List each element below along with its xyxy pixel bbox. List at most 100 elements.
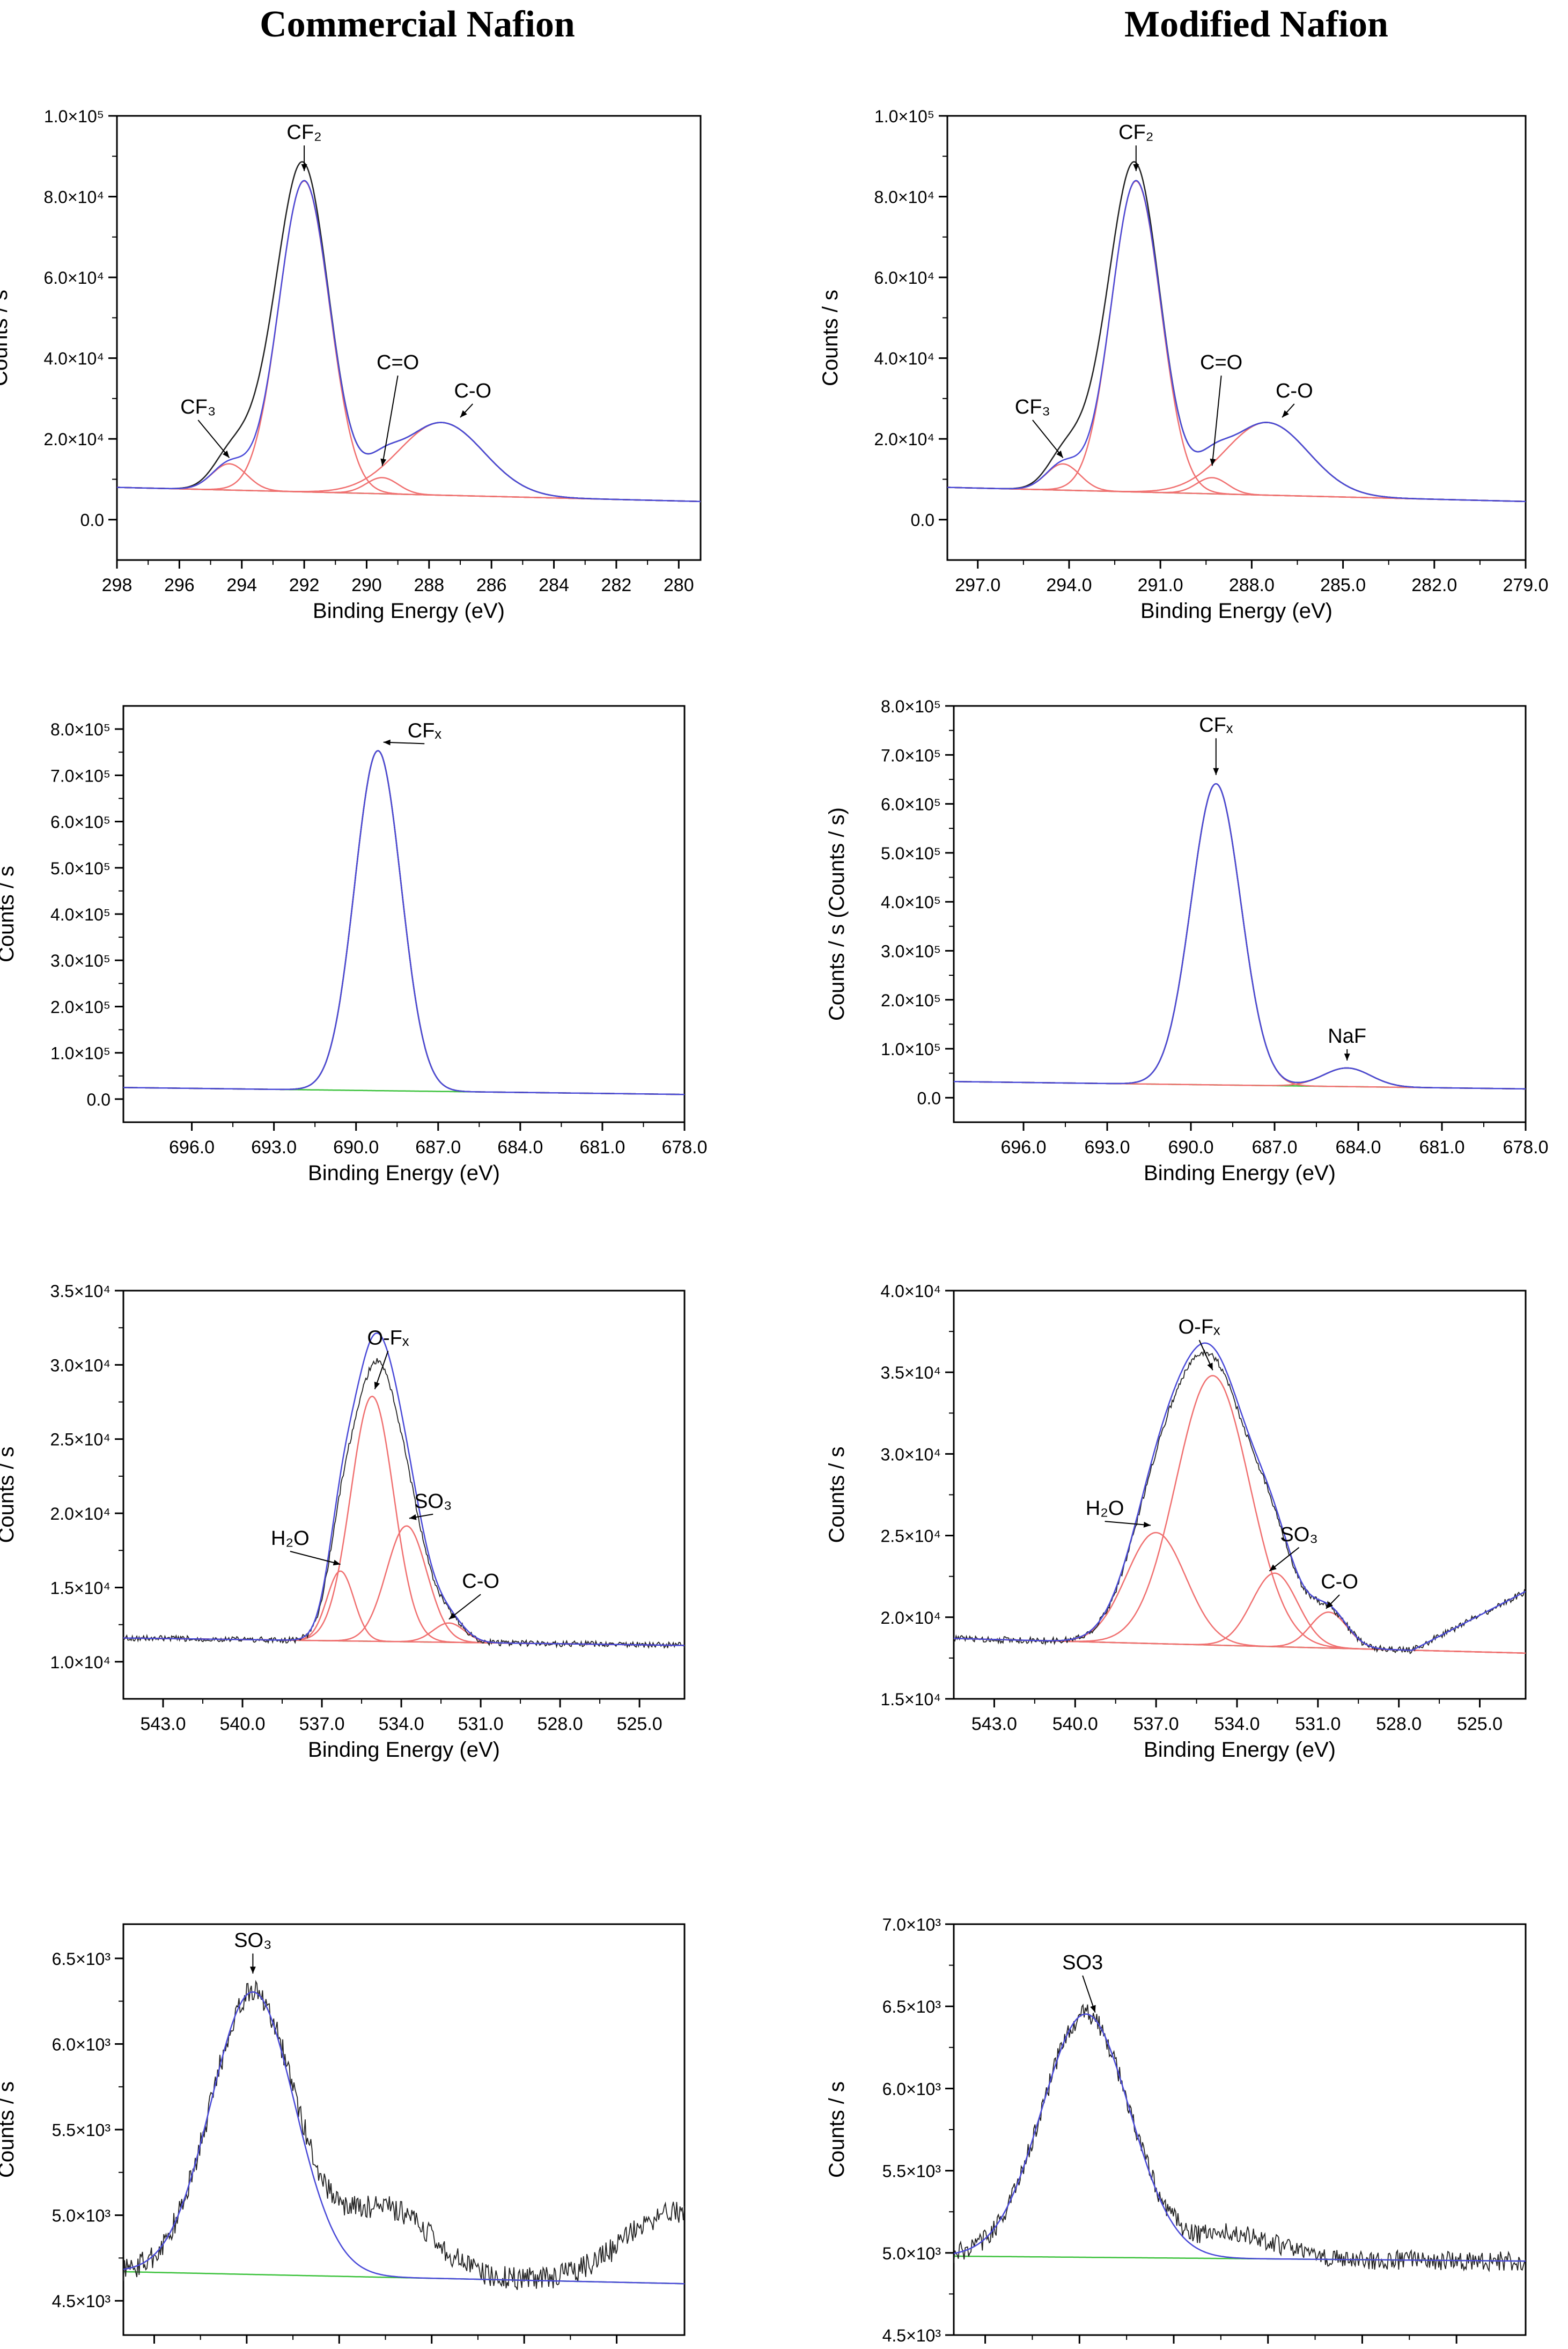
header-modified: Modified Nafion bbox=[1124, 4, 1388, 45]
annotation-arrowhead bbox=[380, 458, 387, 466]
component-peak bbox=[123, 1570, 684, 1646]
annotation-arrowhead bbox=[1282, 410, 1289, 418]
annotation-arrowhead bbox=[333, 1559, 341, 1566]
chart-c1s-modified: 297.0 294.0 291.0 288.0 285.0 282.0 279.0 0.0 2.… bbox=[819, 107, 1549, 623]
y-tick-label: 1.0×10⁵ bbox=[874, 107, 934, 126]
annotation-arrow bbox=[290, 1551, 341, 1565]
x-tick-label: 531.0 bbox=[1295, 1714, 1341, 1734]
x-tick-label: 525.0 bbox=[617, 1714, 662, 1734]
y-tick-label: 1.0×10⁵ bbox=[44, 107, 104, 126]
raw-data-line bbox=[117, 161, 701, 503]
envelope-line bbox=[954, 783, 1526, 1090]
y-tick-label: 5.0×10⁵ bbox=[50, 859, 111, 878]
x-tick-label: 288 bbox=[414, 575, 444, 595]
y-tick-label: 6.0×10³ bbox=[882, 2079, 941, 2098]
annotation-arrow bbox=[1032, 419, 1064, 458]
plot-frame bbox=[122, 1290, 686, 1700]
peak-label: C-O bbox=[454, 380, 491, 402]
plot-frame bbox=[953, 705, 1527, 1123]
x-tick-label: 693.0 bbox=[251, 1137, 297, 1158]
y-tick-label: 1.0×10⁴ bbox=[50, 1653, 111, 1672]
y-tick-label: 3.5×10⁴ bbox=[50, 1282, 111, 1301]
annotation-arrowhead bbox=[1090, 2005, 1096, 2013]
y-tick-label: 2.0×10⁵ bbox=[881, 991, 941, 1010]
peak-label: H₂O bbox=[1086, 1497, 1124, 1520]
annotation-arrowhead bbox=[448, 1612, 457, 1619]
x-tick-label: 693.0 bbox=[1084, 1137, 1130, 1158]
y-axis-label: Counts / s bbox=[0, 290, 12, 386]
peak-label: SO3 bbox=[1062, 1952, 1103, 1974]
annotation-arrow bbox=[1211, 375, 1222, 466]
x-axis-label: Binding Energy (eV) bbox=[1140, 599, 1333, 623]
envelope-line bbox=[117, 180, 701, 503]
y-tick-label: 4.0×10⁴ bbox=[43, 349, 104, 369]
peak-label: SO₃ bbox=[234, 1930, 271, 1952]
y-tick-label: 3.0×10⁵ bbox=[881, 941, 941, 961]
y-tick-label: 5.0×10³ bbox=[882, 2244, 941, 2263]
y-tick-label: 7.0×10³ bbox=[882, 1915, 941, 1934]
header-commercial: Commercial Nafion bbox=[260, 4, 575, 45]
y-tick-label: 6.5×10³ bbox=[882, 1997, 941, 2016]
x-tick-label: 298 bbox=[102, 575, 132, 595]
x-tick-label: 534.0 bbox=[1214, 1714, 1260, 1734]
peak-label: CF₂ bbox=[286, 121, 321, 144]
y-axis-label: Counts / s bbox=[825, 2081, 849, 2178]
y-axis-label: Counts / s bbox=[0, 866, 18, 962]
y-tick-label: 1.5×10⁴ bbox=[50, 1578, 111, 1597]
y-tick-label: 4.0×10⁵ bbox=[50, 905, 111, 924]
y-tick-label: 4.0×10⁴ bbox=[880, 1282, 941, 1301]
envelope-line bbox=[954, 2013, 1526, 2262]
x-tick-label: 678.0 bbox=[1503, 1137, 1548, 1158]
component-peak bbox=[954, 1611, 1526, 1654]
x-tick-label: 684.0 bbox=[497, 1137, 543, 1158]
y-tick-label: 1.5×10⁴ bbox=[880, 1690, 941, 1709]
chart-c1s-commercial: 298 296 294 292 290 288 286 284 282 280 0.0 2.0×10⁴… bbox=[0, 107, 702, 623]
x-tick-label: 696.0 bbox=[1000, 1137, 1046, 1158]
x-tick-label: 531.0 bbox=[458, 1714, 504, 1734]
y-tick-label: 4.0×10⁴ bbox=[874, 349, 934, 369]
annotation-arrowhead bbox=[1207, 1363, 1213, 1371]
y-tick-label: 8.0×10⁵ bbox=[881, 697, 941, 716]
x-tick-label: 543.0 bbox=[140, 1714, 186, 1734]
y-tick-label: 5.5×10³ bbox=[52, 2120, 111, 2140]
peak-label: SO₃ bbox=[414, 1490, 452, 1513]
peak-label: CF₂ bbox=[1118, 121, 1153, 144]
annotation-arrow bbox=[1105, 1521, 1151, 1526]
x-axis-label: Binding Energy (eV) bbox=[308, 1161, 500, 1185]
raw-data-line bbox=[947, 161, 1526, 503]
peak-label: H₂O bbox=[271, 1527, 310, 1550]
annotation-arrowhead bbox=[409, 1514, 417, 1520]
raw-data-line bbox=[954, 2004, 1526, 2273]
x-tick-label: 528.0 bbox=[538, 1714, 583, 1734]
y-axis-label: Counts / s bbox=[0, 2081, 18, 2178]
peak-label: SO₃ bbox=[1280, 1523, 1317, 1546]
annotation-arrowhead bbox=[1133, 164, 1139, 171]
x-tick-label: 294 bbox=[226, 575, 257, 595]
raw-data-line bbox=[123, 1979, 684, 2291]
peak-label: O-Fₓ bbox=[1179, 1316, 1220, 1338]
y-axis-label: Counts / s (Counts / s) bbox=[825, 807, 849, 1021]
raw-data-line bbox=[123, 1358, 684, 1649]
chart-s2p-modified: 174.0171.0168.0165.0162.0159.04.5×10³5.0… bbox=[825, 1915, 1527, 2345]
x-tick-label: 684.0 bbox=[1335, 1137, 1381, 1158]
x-tick-label: 294.0 bbox=[1046, 575, 1092, 595]
x-tick-label: 296 bbox=[164, 575, 195, 595]
annotation-arrowhead bbox=[1213, 768, 1219, 775]
plot-frame bbox=[953, 1923, 1527, 2336]
y-tick-label: 6.0×10³ bbox=[52, 2035, 111, 2054]
peak-label: C-O bbox=[1276, 380, 1313, 402]
y-tick-label: 2.0×10⁴ bbox=[43, 430, 104, 449]
component-peak bbox=[954, 1067, 1526, 1090]
y-tick-label: 6.0×10⁵ bbox=[50, 813, 111, 832]
envelope-line bbox=[123, 750, 684, 1095]
component-peak bbox=[123, 1525, 684, 1646]
raw-data-line bbox=[123, 750, 684, 1095]
x-tick-label: 690.0 bbox=[333, 1137, 379, 1158]
raw-data-line bbox=[954, 1350, 1526, 1654]
peak-label: C-O bbox=[1321, 1571, 1358, 1593]
annotation-arrowhead bbox=[1269, 1564, 1277, 1571]
x-tick-label: 280 bbox=[664, 575, 694, 595]
envelope-line bbox=[954, 1342, 1526, 1651]
y-tick-label: 4.0×10⁵ bbox=[881, 893, 941, 912]
